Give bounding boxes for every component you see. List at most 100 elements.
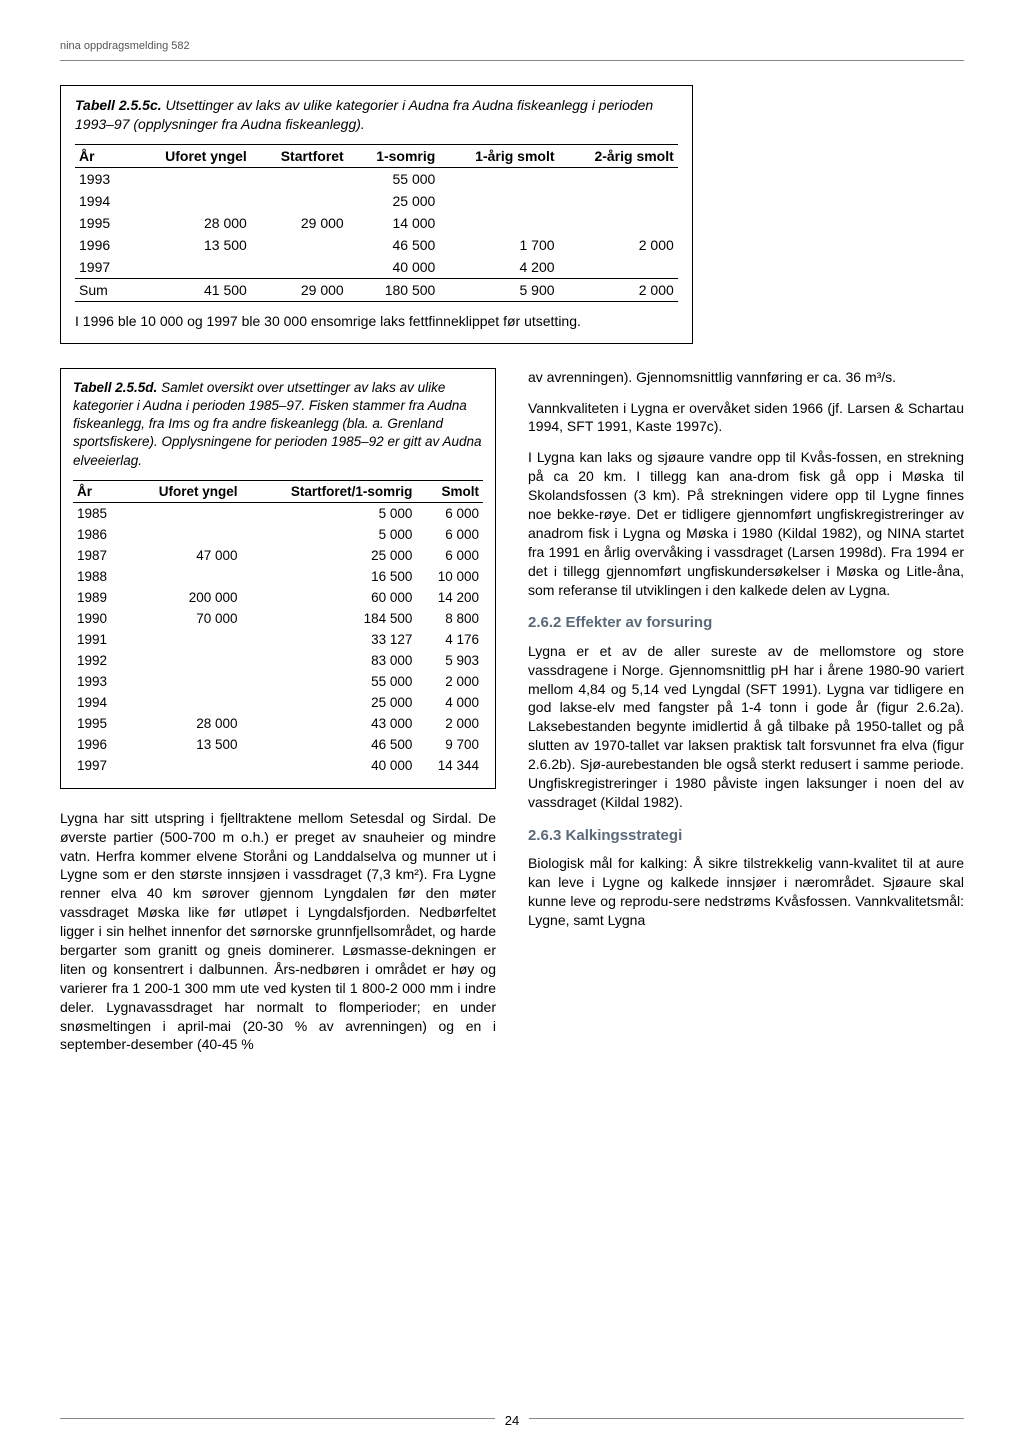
- section-heading-262: 2.6.2 Effekter av forsuring: [528, 613, 964, 633]
- table-cell: [439, 190, 558, 212]
- table-c-box: Tabell 2.5.5c. Utsettinger av laks av ul…: [60, 85, 693, 344]
- d-col-smolt: Smolt: [416, 480, 483, 502]
- table-row: 199425 000: [75, 190, 678, 212]
- table-cell: [124, 755, 241, 776]
- table-row: 199740 00014 344: [73, 755, 483, 776]
- d-col-year: År: [73, 480, 124, 502]
- table-cell: 1986: [73, 524, 124, 545]
- table-cell: [251, 234, 348, 256]
- table-cell: 2 000: [416, 671, 483, 692]
- table-cell: 1989: [73, 587, 124, 608]
- table-cell: [251, 167, 348, 190]
- table-cell: [124, 524, 241, 545]
- right-p4: Lygna er et av de aller sureste av de me…: [528, 642, 964, 812]
- sum-2: 29 000: [251, 278, 348, 301]
- table-row: 199613 50046 5009 700: [73, 734, 483, 755]
- col-start: Startforet: [251, 144, 348, 167]
- table-cell: 1994: [75, 190, 128, 212]
- col-1somr: 1-somrig: [348, 144, 440, 167]
- table-cell: 1990: [73, 608, 124, 629]
- table-cell: [124, 502, 241, 524]
- table-cell: 5 000: [242, 524, 417, 545]
- table-cell: 29 000: [251, 212, 348, 234]
- table-c-caption: Tabell 2.5.5c. Utsettinger av laks av ul…: [75, 96, 678, 134]
- table-cell: 1993: [73, 671, 124, 692]
- table-row: 1993 55 000: [75, 167, 678, 190]
- table-cell: [439, 167, 558, 190]
- col-uforet: Uforet yngel: [128, 144, 250, 167]
- table-c-caption-text: Utsettinger av laks av ulike kategorier …: [75, 97, 653, 132]
- table-d-box: Tabell 2.5.5d. Samlet oversikt over utse…: [60, 368, 496, 789]
- table-cell: 1996: [73, 734, 124, 755]
- table-row: 199528 00043 0002 000: [73, 713, 483, 734]
- table-c-note: I 1996 ble 10 000 og 1997 ble 30 000 ens…: [75, 312, 678, 331]
- table-cell: 14 344: [416, 755, 483, 776]
- table-cell: 25 000: [242, 545, 417, 566]
- table-cell: [124, 650, 241, 671]
- table-cell: 6 000: [416, 545, 483, 566]
- table-cell: [251, 256, 348, 279]
- table-c-label: Tabell 2.5.5c.: [75, 97, 162, 113]
- table-cell: [559, 167, 678, 190]
- table-cell: 1988: [73, 566, 124, 587]
- table-cell: [124, 566, 241, 587]
- table-cell: 1992: [73, 650, 124, 671]
- left-column: Tabell 2.5.5d. Samlet oversikt over utse…: [60, 368, 496, 1067]
- table-row: 198816 50010 000: [73, 566, 483, 587]
- sum-5: 2 000: [559, 278, 678, 301]
- table-cell: [128, 190, 250, 212]
- table-cell: [124, 629, 241, 650]
- table-row: 199613 50046 5001 7002 000: [75, 234, 678, 256]
- table-cell: [559, 256, 678, 279]
- table-d-header-row: År Uforet yngel Startforet/1-somrig Smol…: [73, 480, 483, 502]
- table-cell: 70 000: [124, 608, 241, 629]
- right-p1: av avrenningen). Gjennomsnittlig vannfør…: [528, 368, 964, 387]
- table-cell: 14 000: [348, 212, 440, 234]
- table-cell: 1991: [73, 629, 124, 650]
- page-number-wrap: 24: [0, 1412, 1024, 1428]
- table-cell: 40 000: [348, 256, 440, 279]
- table-cell: 60 000: [242, 587, 417, 608]
- header-rule: [60, 60, 964, 61]
- table-cell: 43 000: [242, 713, 417, 734]
- col-year: År: [75, 144, 128, 167]
- table-row: 198747 00025 0006 000: [73, 545, 483, 566]
- right-p3: I Lygna kan laks og sjøaure vandre opp t…: [528, 448, 964, 599]
- page-number: 24: [495, 1413, 529, 1428]
- table-row: 19855 0006 000: [73, 502, 483, 524]
- table-cell: 16 500: [242, 566, 417, 587]
- table-cell: 55 000: [348, 167, 440, 190]
- table-row: 199133 1274 176: [73, 629, 483, 650]
- table-cell: 4 176: [416, 629, 483, 650]
- table-cell: 1997: [73, 755, 124, 776]
- d-col-uforet: Uforet yngel: [124, 480, 241, 502]
- table-cell: 1995: [73, 713, 124, 734]
- table-cell: 1994: [73, 692, 124, 713]
- table-cell: 13 500: [128, 234, 250, 256]
- table-row: 199070 000184 5008 800: [73, 608, 483, 629]
- table-cell: [251, 190, 348, 212]
- table-d-caption: Tabell 2.5.5d. Samlet oversikt over utse…: [73, 379, 483, 470]
- table-c: År Uforet yngel Startforet 1-somrig 1-år…: [75, 144, 678, 302]
- table-d-label: Tabell 2.5.5d.: [73, 380, 157, 395]
- table-cell: 14 200: [416, 587, 483, 608]
- table-cell: 4 000: [416, 692, 483, 713]
- sum-4: 5 900: [439, 278, 558, 301]
- table-cell: 47 000: [124, 545, 241, 566]
- table-cell: [128, 167, 250, 190]
- table-cell: 28 000: [124, 713, 241, 734]
- table-cell: 6 000: [416, 502, 483, 524]
- table-cell: 46 500: [242, 734, 417, 755]
- right-column: av avrenningen). Gjennomsnittlig vannfør…: [528, 368, 964, 1067]
- table-cell: 2 000: [416, 713, 483, 734]
- table-cell: 1987: [73, 545, 124, 566]
- sum-3: 180 500: [348, 278, 440, 301]
- right-p5: Biologisk mål for kalking: Å sikre tilst…: [528, 854, 964, 930]
- sum-label: Sum: [75, 278, 128, 301]
- table-cell: 200 000: [124, 587, 241, 608]
- table-d: År Uforet yngel Startforet/1-somrig Smol…: [73, 480, 483, 776]
- table-cell: 6 000: [416, 524, 483, 545]
- table-cell: 1993: [75, 167, 128, 190]
- table-cell: 1985: [73, 502, 124, 524]
- table-cell: 25 000: [242, 692, 417, 713]
